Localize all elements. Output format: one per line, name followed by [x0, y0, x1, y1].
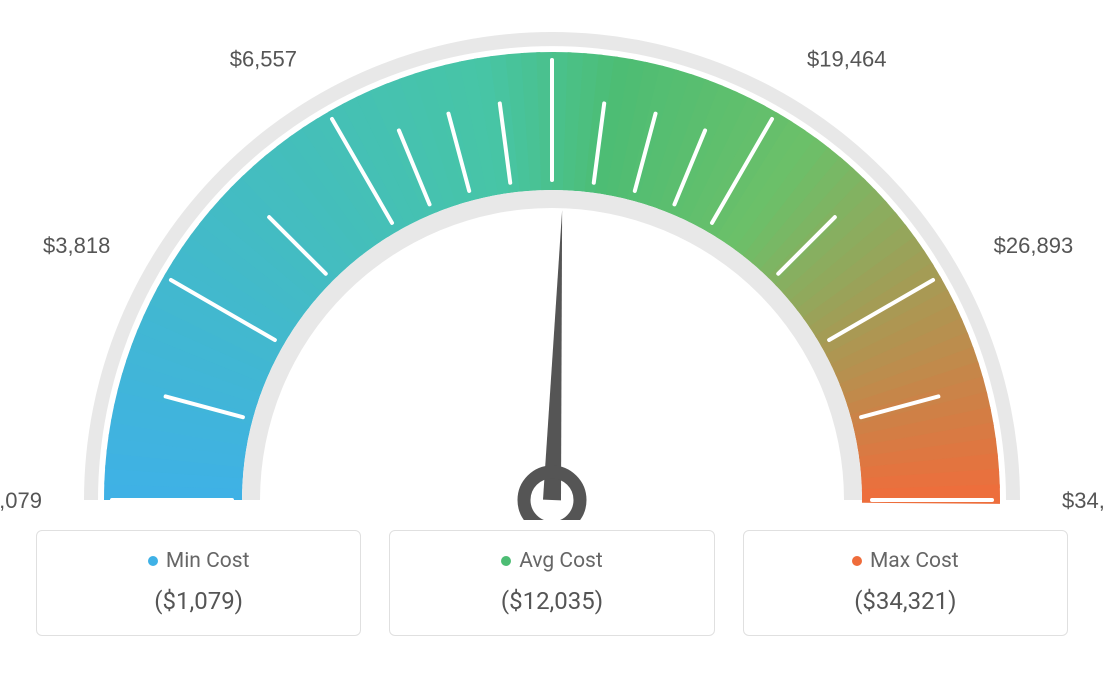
svg-text:$26,893: $26,893: [994, 233, 1074, 258]
gauge-svg: $1,079$3,818$6,557$12,035$19,464$26,893$…: [0, 0, 1104, 520]
avg-cost-title: Avg Cost: [501, 549, 603, 573]
avg-cost-label: Avg Cost: [519, 549, 603, 573]
max-cost-card: Max Cost ($34,321): [743, 530, 1068, 636]
min-dot-icon: [148, 556, 158, 566]
min-cost-card: Min Cost ($1,079): [36, 530, 361, 636]
svg-text:$19,464: $19,464: [807, 46, 887, 71]
max-cost-title: Max Cost: [852, 549, 959, 573]
min-cost-title: Min Cost: [148, 549, 250, 573]
gauge-chart: $1,079$3,818$6,557$12,035$19,464$26,893$…: [0, 0, 1104, 520]
min-cost-label: Min Cost: [166, 549, 250, 573]
svg-text:$1,079: $1,079: [0, 488, 42, 513]
svg-text:$34,321: $34,321: [1062, 488, 1104, 513]
svg-text:$3,818: $3,818: [43, 233, 110, 258]
max-dot-icon: [852, 556, 862, 566]
svg-text:$6,557: $6,557: [230, 46, 297, 71]
avg-cost-card: Avg Cost ($12,035): [389, 530, 714, 636]
max-cost-label: Max Cost: [870, 549, 959, 573]
summary-cards: Min Cost ($1,079) Avg Cost ($12,035) Max…: [0, 530, 1104, 636]
max-cost-value: ($34,321): [754, 587, 1057, 615]
avg-cost-value: ($12,035): [400, 587, 703, 615]
min-cost-value: ($1,079): [47, 587, 350, 615]
avg-dot-icon: [501, 556, 511, 566]
